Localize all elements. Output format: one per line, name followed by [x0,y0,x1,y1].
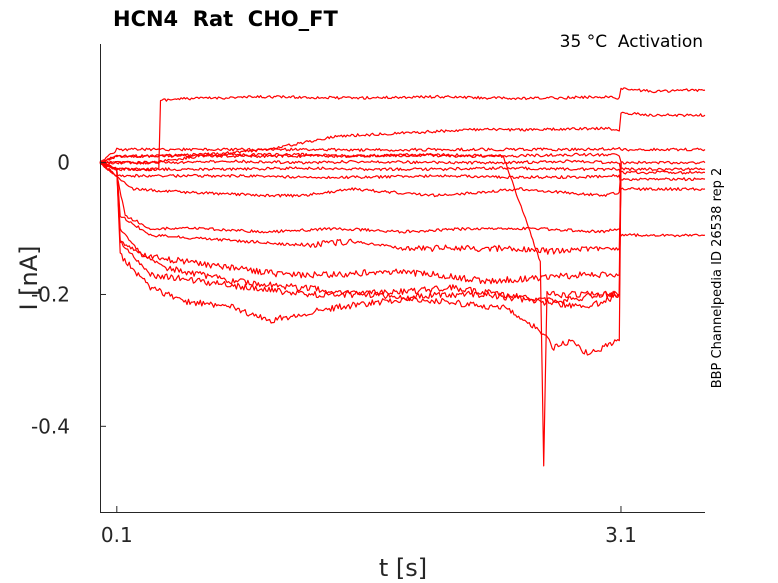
current-trace-10 [99,161,622,255]
condition-annotation: 35 °C Activation [560,32,703,52]
source-id-label: BBP Channelpedia ID 26538 rep 2 [710,168,725,389]
current-trace-9 [99,162,706,238]
y-tick-label: -0.4 [31,414,70,438]
x-tick-label: 0.1 [101,523,133,547]
x-tick-group: 0.1 3.1 [101,506,637,547]
trace-group [99,87,706,467]
x-axis-label: t [s] [379,554,427,582]
chart-title: HCN4 Rat CHO_FT [113,7,338,31]
plot-area: 0 -0.2 -0.4 0.1 3.1 [31,44,706,547]
current-trace-8 [99,161,705,198]
current-trace-7 [99,161,706,191]
current-trace-5 [99,159,706,175]
y-tick-label: -0.2 [31,282,70,306]
current-trace-6 [99,162,706,182]
current-trace-1 [99,87,706,172]
current-trace-3 [99,146,706,163]
y-axis-label: I [nA] [15,245,43,310]
current-trace-2 [99,111,706,163]
current-trace-11 [99,162,622,285]
y-tick-label: 0 [57,151,70,175]
current-trace-12 [99,162,622,304]
y-tick-group: 0 -0.2 -0.4 [31,151,106,438]
x-tick-label: 3.1 [605,523,637,547]
current-trace-15 [99,152,622,467]
current-trace-14 [99,161,622,356]
current-trace-13 [99,162,622,324]
